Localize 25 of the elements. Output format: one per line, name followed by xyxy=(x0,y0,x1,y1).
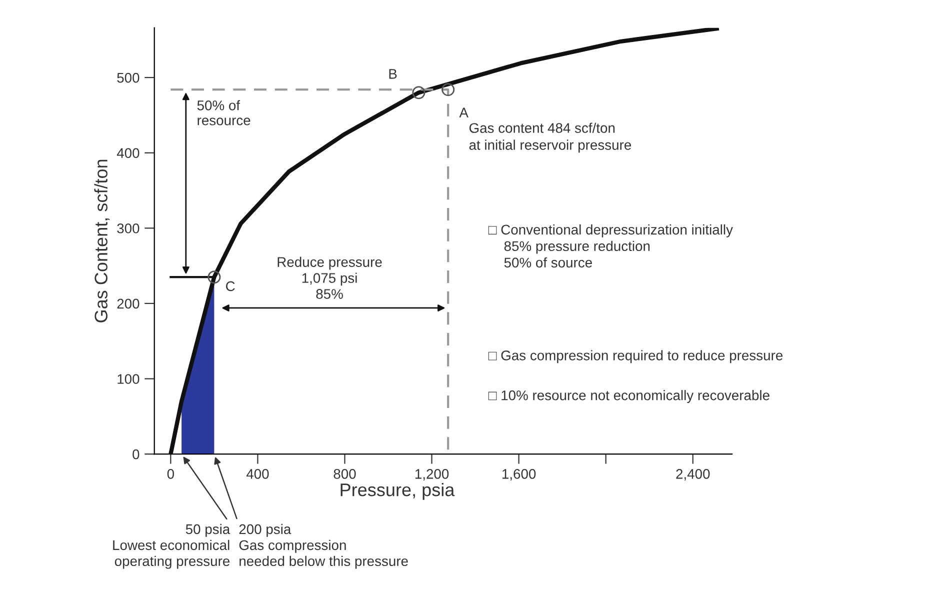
annotation: Gas content 484 scf/ton at initial reservoir pressure xyxy=(469,122,632,153)
annotation: 50% of resource xyxy=(197,100,250,126)
annotation: □ Conventional depressurization initially 85% pressure reduction 50% of source xyxy=(488,224,733,268)
x-tick-label: 1,200 xyxy=(415,469,449,480)
annotation: □ Gas compression required to reduce pressure xyxy=(488,350,783,364)
annotation: C xyxy=(226,281,235,292)
x-axis-title: Pressure, psia xyxy=(340,482,455,500)
annotation: □ 10% resource not economically recoverable xyxy=(488,390,770,403)
y-tick-label: 200 xyxy=(117,298,140,309)
annotation: Reduce pressure 1,075 psi 85% xyxy=(278,256,382,299)
x-tick-label: 1,600 xyxy=(502,469,536,480)
x-tick-label: 2,400 xyxy=(676,469,710,480)
x-tick-label: 400 xyxy=(246,469,269,479)
annotation: 50 psia Lowest economical operating pressure xyxy=(113,524,230,569)
y-tick-label: 0 xyxy=(132,449,140,460)
y-tick-label: 500 xyxy=(117,72,140,83)
annotation: 200 psia Gas compression needed below this pressure xyxy=(239,524,408,569)
y-axis-title: Gas Content, scf/ton xyxy=(94,160,110,322)
y-tick-label: 100 xyxy=(118,374,140,384)
annotation: A xyxy=(459,108,468,118)
y-tick-label: 400 xyxy=(116,148,140,158)
x-tick-label: 800 xyxy=(334,469,356,479)
x-tick-label: 0 xyxy=(167,469,174,479)
y-tick-label: 300 xyxy=(117,223,140,234)
annotation: B xyxy=(389,69,397,79)
